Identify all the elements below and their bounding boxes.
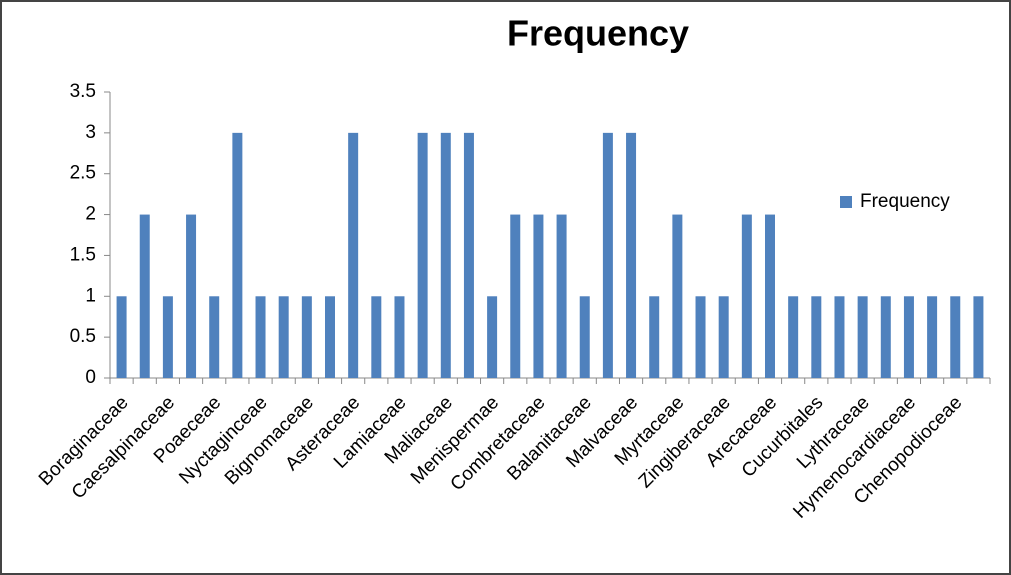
y-tick-label: 0: [85, 367, 96, 388]
bar: [765, 214, 775, 378]
bar: [880, 296, 891, 378]
bar: [209, 296, 220, 378]
chart-title: Frequency: [507, 13, 689, 54]
bar: [394, 296, 405, 378]
y-tick-label: 1: [85, 285, 96, 306]
bar: [371, 296, 382, 378]
bar: [301, 296, 312, 378]
bar: [695, 296, 706, 378]
bar: [463, 132, 474, 378]
y-tick-label: 2.5: [70, 163, 96, 184]
legend-swatch: [840, 196, 852, 208]
bar: [788, 296, 799, 378]
bar: [857, 296, 868, 378]
bar: [348, 132, 359, 378]
bar: [718, 296, 729, 378]
y-tick-label: 3.5: [70, 81, 96, 102]
bar: [417, 132, 428, 378]
bar: [510, 214, 521, 378]
y-tick-label: 2: [85, 204, 96, 225]
bar: [626, 132, 637, 378]
y-tick-label: 0.5: [70, 326, 96, 347]
bar: [950, 296, 961, 378]
y-tick-label: 3: [85, 122, 96, 143]
legend-label: Frequency: [860, 191, 950, 212]
bar: [811, 296, 822, 378]
bar: [602, 132, 613, 378]
bar: [672, 214, 683, 378]
bar: [579, 296, 590, 378]
bar: [255, 296, 266, 378]
bar: [533, 214, 544, 378]
bar: [903, 296, 914, 378]
bar: [139, 214, 150, 378]
bar: [278, 296, 289, 378]
bar: [927, 296, 938, 378]
bar: [186, 214, 197, 378]
bar: [556, 214, 567, 378]
bar: [741, 214, 752, 378]
bar: [487, 296, 498, 378]
bar: [325, 296, 335, 378]
bar: [116, 296, 127, 378]
bar: [834, 296, 845, 378]
bar: [440, 132, 451, 378]
bar: [649, 296, 660, 378]
bar: [162, 296, 173, 378]
bar: [973, 296, 984, 378]
y-tick-label: 1.5: [70, 244, 96, 265]
bar: [232, 132, 243, 378]
